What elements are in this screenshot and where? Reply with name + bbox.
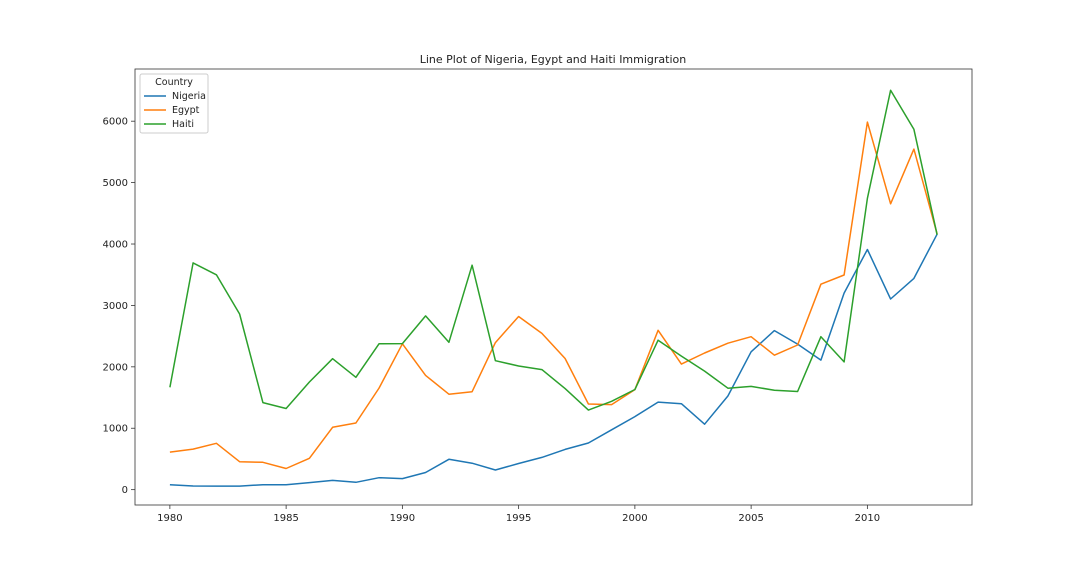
y-tick-label: 3000	[103, 301, 128, 312]
chart-title: Line Plot of Nigeria, Egypt and Haiti Im…	[420, 53, 687, 66]
x-tick-label: 1990	[390, 513, 415, 524]
legend-label-nigeria: Nigeria	[172, 91, 206, 102]
legend-label-haiti: Haiti	[172, 119, 194, 130]
y-tick-label: 6000	[103, 117, 128, 128]
series-line-nigeria	[169, 233, 938, 487]
x-tick-label: 1980	[157, 513, 182, 524]
y-tick-label: 0	[122, 485, 128, 496]
x-tick-label: 1995	[506, 513, 531, 524]
y-tick-label: 1000	[103, 424, 128, 435]
legend-title: Country	[155, 77, 193, 88]
y-tick-label: 5000	[103, 178, 128, 189]
y-tick-label: 2000	[103, 362, 128, 373]
series-line-egypt	[169, 121, 938, 470]
x-tick-label: 2005	[738, 513, 763, 524]
x-tick-label: 2000	[622, 513, 647, 524]
x-tick-label: 2010	[855, 513, 880, 524]
legend-label-egypt: Egypt	[172, 105, 200, 116]
series-line-haiti	[169, 89, 938, 411]
legend: Country Nigeria Egypt Haiti	[139, 73, 209, 134]
legend-box	[139, 73, 209, 134]
y-tick-label: 4000	[103, 240, 128, 251]
x-tick-label: 1985	[273, 513, 298, 524]
plot-frame	[134, 68, 973, 506]
